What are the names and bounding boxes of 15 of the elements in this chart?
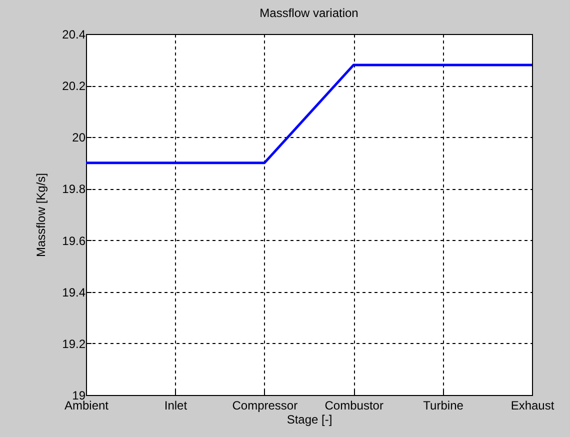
y-tick-label: 20: [72, 130, 86, 145]
x-tick-label: Inlet: [164, 398, 188, 412]
x-axis-title: Stage [-]: [286, 412, 332, 426]
y-tick-label: 20.4: [62, 28, 86, 42]
chart-title: Massflow variation: [260, 6, 358, 20]
x-tick-label: Combustor: [324, 398, 384, 412]
x-tick-label: Exhaust: [510, 398, 555, 412]
y-tick-label: 19.6: [62, 234, 86, 248]
y-tick-label: 19.2: [62, 336, 86, 351]
y-axis-title: Massflow [Kg/s]: [34, 172, 48, 258]
x-tick-label: Turbine: [423, 398, 464, 412]
y-tick-label: 19.4: [62, 285, 86, 300]
x-tick-label: Compressor: [232, 398, 298, 412]
y-tick-label: 20.2: [62, 79, 86, 94]
y-tick-label: 19.8: [62, 182, 86, 196]
